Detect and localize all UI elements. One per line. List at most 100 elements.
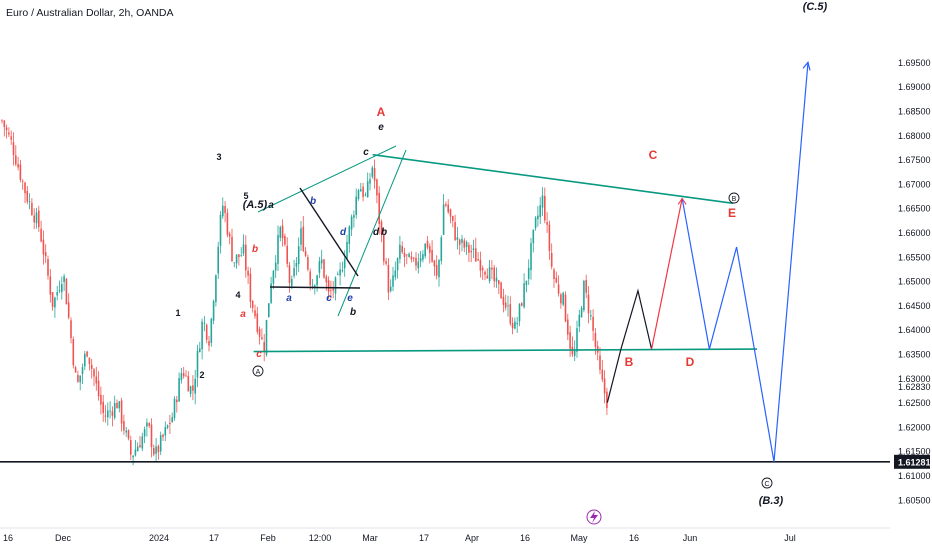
wave-label: 3: [216, 152, 221, 162]
wave-label: b: [350, 307, 356, 318]
candle-body: [454, 222, 456, 240]
candle-body: [410, 256, 413, 260]
candle-body: [196, 350, 199, 378]
candle-body: [373, 168, 376, 181]
candle-body: [366, 181, 369, 198]
x-tick-label: Apr: [465, 533, 479, 543]
arrowhead-up: [802, 61, 811, 71]
x-tick-label: Jul: [784, 533, 796, 543]
candle-body: [523, 283, 525, 308]
x-tick-label: 16: [520, 533, 530, 543]
candle-body: [208, 341, 210, 346]
candle-body: [394, 270, 397, 278]
candle-body: [587, 294, 590, 314]
candle-body: [130, 440, 132, 455]
wedge-upper-line: [257, 145, 397, 213]
x-tick-label: 12:00: [309, 533, 332, 543]
x-tick-label: May: [570, 533, 588, 543]
candle-body: [185, 375, 187, 377]
candle-body: [488, 267, 491, 282]
candle-body: [576, 328, 578, 352]
candle-body: [511, 323, 514, 329]
candle-body: [431, 250, 433, 262]
x-tick-label: Dec: [55, 533, 72, 543]
candle-body: [171, 417, 173, 422]
candle-body: [12, 142, 15, 156]
candle-body: [350, 216, 353, 230]
candle-body: [192, 385, 194, 391]
y-tick-label: 1.64500: [898, 301, 931, 311]
candle-body: [564, 294, 567, 322]
candle-body: [406, 254, 408, 256]
candle-body: [357, 190, 360, 199]
wave-label: b: [252, 244, 258, 255]
candle-body: [399, 244, 401, 259]
candle-body: [70, 320, 72, 339]
wave-label: b: [310, 196, 316, 207]
wave-label: e: [347, 293, 353, 304]
candle-body: [592, 316, 594, 331]
candle-body: [261, 337, 263, 340]
y-tick-label: 1.61000: [898, 471, 931, 481]
wave-label: E: [728, 206, 736, 220]
candle-body: [88, 357, 91, 364]
candle-body: [307, 257, 309, 270]
candle-body: [495, 277, 498, 282]
candle-body: [219, 214, 222, 246]
x-tick-label: 2024: [149, 533, 169, 543]
candle-body: [452, 215, 454, 221]
candle-body: [438, 260, 440, 278]
wave-label: b: [381, 227, 387, 238]
candle-body: [461, 238, 463, 243]
candle-body: [502, 296, 505, 305]
lightning-bolt: [590, 511, 598, 523]
candle-body: [247, 270, 249, 276]
candle-body: [516, 323, 518, 325]
x-tick-label: Feb: [260, 533, 276, 543]
y-tick-label: 1.62830: [898, 382, 931, 392]
candle-body: [332, 288, 334, 291]
candle-body: [132, 455, 134, 458]
candle-body: [440, 237, 443, 262]
y-tick-label: 1.60500: [898, 495, 931, 505]
x-tick-label: Mar: [362, 533, 378, 543]
candle-body: [159, 435, 162, 452]
candle-body: [560, 294, 562, 304]
candle-body: [254, 310, 256, 317]
candle-body: [125, 430, 127, 433]
candle-body: [346, 241, 348, 259]
candle-body: [162, 434, 164, 437]
candle-body: [118, 401, 121, 409]
wave-label: c: [326, 293, 332, 304]
candle-body: [166, 425, 169, 428]
candle-body: [468, 244, 470, 253]
candle-body: [477, 259, 479, 261]
candle-body: [555, 277, 558, 283]
candle-body: [339, 269, 341, 276]
candle-body: [270, 283, 272, 303]
candle-body: [383, 234, 385, 262]
candle-body: [343, 258, 346, 269]
candle-body: [562, 292, 564, 305]
candle-body: [507, 305, 509, 307]
candle-body: [150, 424, 153, 448]
candle-body: [19, 164, 22, 180]
candle-body: [557, 284, 560, 294]
candle-body: [544, 196, 546, 221]
candle-body: [445, 204, 447, 206]
candle-body: [465, 242, 468, 247]
wave-label: 5: [243, 191, 248, 201]
candle-body: [302, 226, 305, 251]
wave-label: B: [625, 355, 634, 369]
wave-label: 4: [235, 290, 240, 300]
candle-body: [364, 194, 367, 196]
candle-body: [104, 415, 107, 417]
candle-body: [169, 422, 171, 425]
x-tick-label: 17: [209, 533, 219, 543]
candle-body: [500, 282, 502, 299]
candle-body: [102, 401, 104, 414]
projection-black-path: [606, 288, 653, 403]
candle-body: [77, 374, 79, 382]
